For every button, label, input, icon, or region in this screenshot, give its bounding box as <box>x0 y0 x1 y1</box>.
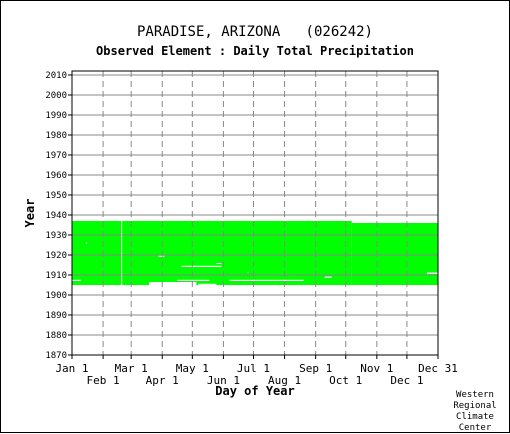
x-tick-label: Aug 1 <box>268 374 301 387</box>
missing-data-gap <box>426 272 438 274</box>
credit-line: Regional <box>453 401 497 411</box>
x-tick-label: Feb 1 <box>87 374 120 387</box>
wrcc-credit: Western Regional Climate Center <box>445 390 505 434</box>
x-tick-label: Dec 31 <box>418 362 458 375</box>
y-tick-label: 1950 <box>45 191 67 201</box>
missing-data-gap <box>177 279 210 281</box>
missing-data-gap <box>86 242 88 244</box>
y-tick-label: 1920 <box>45 251 67 261</box>
x-tick-label: Nov 1 <box>360 362 393 375</box>
chart-subtitle: Observed Element : Daily Total Precipita… <box>96 44 414 58</box>
y-tick-label: 1880 <box>45 331 67 341</box>
y-tick-label: 1990 <box>45 111 67 121</box>
y-tick-label: 1930 <box>45 231 67 241</box>
y-tick-label: 2010 <box>45 71 67 81</box>
y-tick-label: 1900 <box>45 291 67 301</box>
missing-data-gap <box>324 276 332 278</box>
missing-data-gap <box>72 279 82 281</box>
x-axis-title: Day of Year <box>215 384 294 398</box>
y-tick-label: 1960 <box>45 171 67 181</box>
x-tick-label: Jul 1 <box>237 362 270 375</box>
missing-data-gap <box>216 263 222 264</box>
x-tick-label: Sep 1 <box>299 362 332 375</box>
credit-line: Center <box>458 423 492 433</box>
y-tick-label: 1890 <box>45 311 67 321</box>
x-tick-label: Mar 1 <box>115 362 148 375</box>
x-tick-label: Apr 1 <box>146 374 179 387</box>
missing-data-gap <box>121 221 123 285</box>
x-tick-label: Dec 1 <box>390 374 423 387</box>
y-tick-label: 1940 <box>45 211 67 221</box>
data-coverage-band <box>72 221 352 285</box>
y-tick-label: 1910 <box>45 271 67 281</box>
x-tick-label: Jan 1 <box>55 362 88 375</box>
missing-data-gap <box>198 283 217 285</box>
x-tick-label: May 1 <box>176 362 209 375</box>
y-tick-label: 1970 <box>45 151 67 161</box>
plot-area <box>72 71 438 355</box>
y-tick-label: 1870 <box>45 351 67 361</box>
x-tick-label: Oct 1 <box>329 374 362 387</box>
missing-data-gap <box>296 286 308 288</box>
chart-title: PARADISE, ARIZONA (026242) <box>136 24 373 40</box>
credit-line: Climate <box>456 412 494 422</box>
x-tick-label: Jun 1 <box>207 374 240 387</box>
credit-line: Western <box>456 390 494 400</box>
missing-data-gap <box>229 279 304 281</box>
missing-data-gap <box>149 282 197 285</box>
y-tick-label: 1980 <box>45 131 67 141</box>
y-tick-label: 2000 <box>45 91 67 101</box>
missing-data-gap <box>181 265 222 267</box>
plot-border <box>71 70 439 356</box>
missing-data-gap <box>158 255 165 257</box>
missing-data-gap <box>247 271 249 273</box>
y-axis-title: Year <box>23 199 37 228</box>
data-coverage-band <box>351 223 438 285</box>
